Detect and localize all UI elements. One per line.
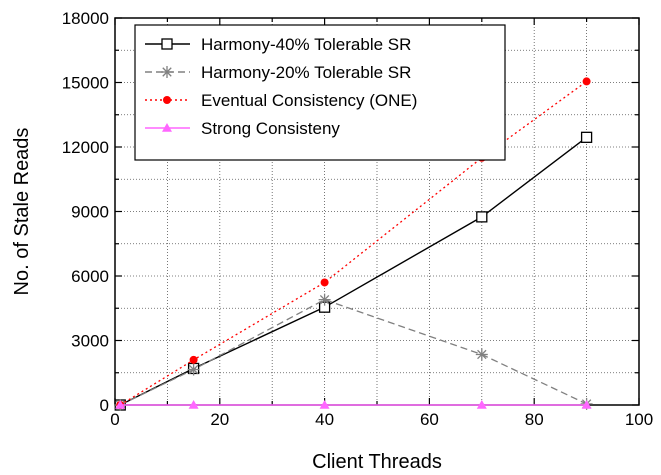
series-group xyxy=(114,77,593,411)
series-4-point xyxy=(581,400,592,409)
y-tick-label: 6000 xyxy=(71,267,109,286)
series-2-point xyxy=(318,293,331,306)
series-2 xyxy=(114,293,593,411)
legend-marker-2 xyxy=(161,66,173,78)
series-4-point xyxy=(319,400,330,409)
series-2-point xyxy=(475,348,488,361)
series-3-point xyxy=(320,278,329,287)
legend-marker-4 xyxy=(162,123,172,132)
legend-marker-3 xyxy=(163,96,171,104)
x-tick-label: 0 xyxy=(110,410,119,429)
legend-box xyxy=(134,24,506,161)
series-2-point-stroke xyxy=(477,349,487,360)
series-4-point xyxy=(115,400,126,409)
y-tick-label: 9000 xyxy=(71,203,109,222)
series-4-point xyxy=(188,400,199,409)
series-1-point xyxy=(476,211,488,223)
legend-label-3: Eventual Consistency (ONE) xyxy=(201,91,417,110)
series-1-point xyxy=(580,131,593,143)
legend-label-1: Harmony-40% Tolerable SR xyxy=(201,35,411,54)
series-3-point xyxy=(582,77,591,86)
series-1 xyxy=(114,131,593,411)
x-tick-label: 80 xyxy=(525,410,544,429)
legend-label-2: Harmony-20% Tolerable SR xyxy=(201,63,411,82)
series-2-point xyxy=(187,363,200,376)
x-tick-label: 20 xyxy=(210,410,229,429)
y-tick-label: 15000 xyxy=(62,74,109,93)
legend-marker-2-stroke xyxy=(162,67,172,77)
series-3-point xyxy=(189,355,198,364)
x-tick-label: 60 xyxy=(420,410,439,429)
y-tick-label: 12000 xyxy=(62,138,109,157)
series-2-point-stroke xyxy=(319,294,330,305)
x-tick-label: 40 xyxy=(315,410,334,429)
series-2-line xyxy=(119,298,587,406)
legend-marker-1 xyxy=(161,38,173,50)
series-4 xyxy=(115,400,592,409)
y-tick-label: 18000 xyxy=(62,9,109,28)
series-2-point-stroke xyxy=(188,364,199,375)
y-tick-label: 3000 xyxy=(71,332,109,351)
y-axis-title: No. of Stale Reads xyxy=(11,128,33,296)
legend: Harmony-40% Tolerable SR Harmony-20% Tole… xyxy=(134,24,506,161)
series-4-point xyxy=(476,400,487,409)
y-tick-label: 0 xyxy=(100,396,109,415)
legend-label-4: Strong Consisteny xyxy=(201,119,340,138)
x-axis-title: Client Threads xyxy=(312,451,442,473)
x-tick-label: 100 xyxy=(625,410,653,429)
